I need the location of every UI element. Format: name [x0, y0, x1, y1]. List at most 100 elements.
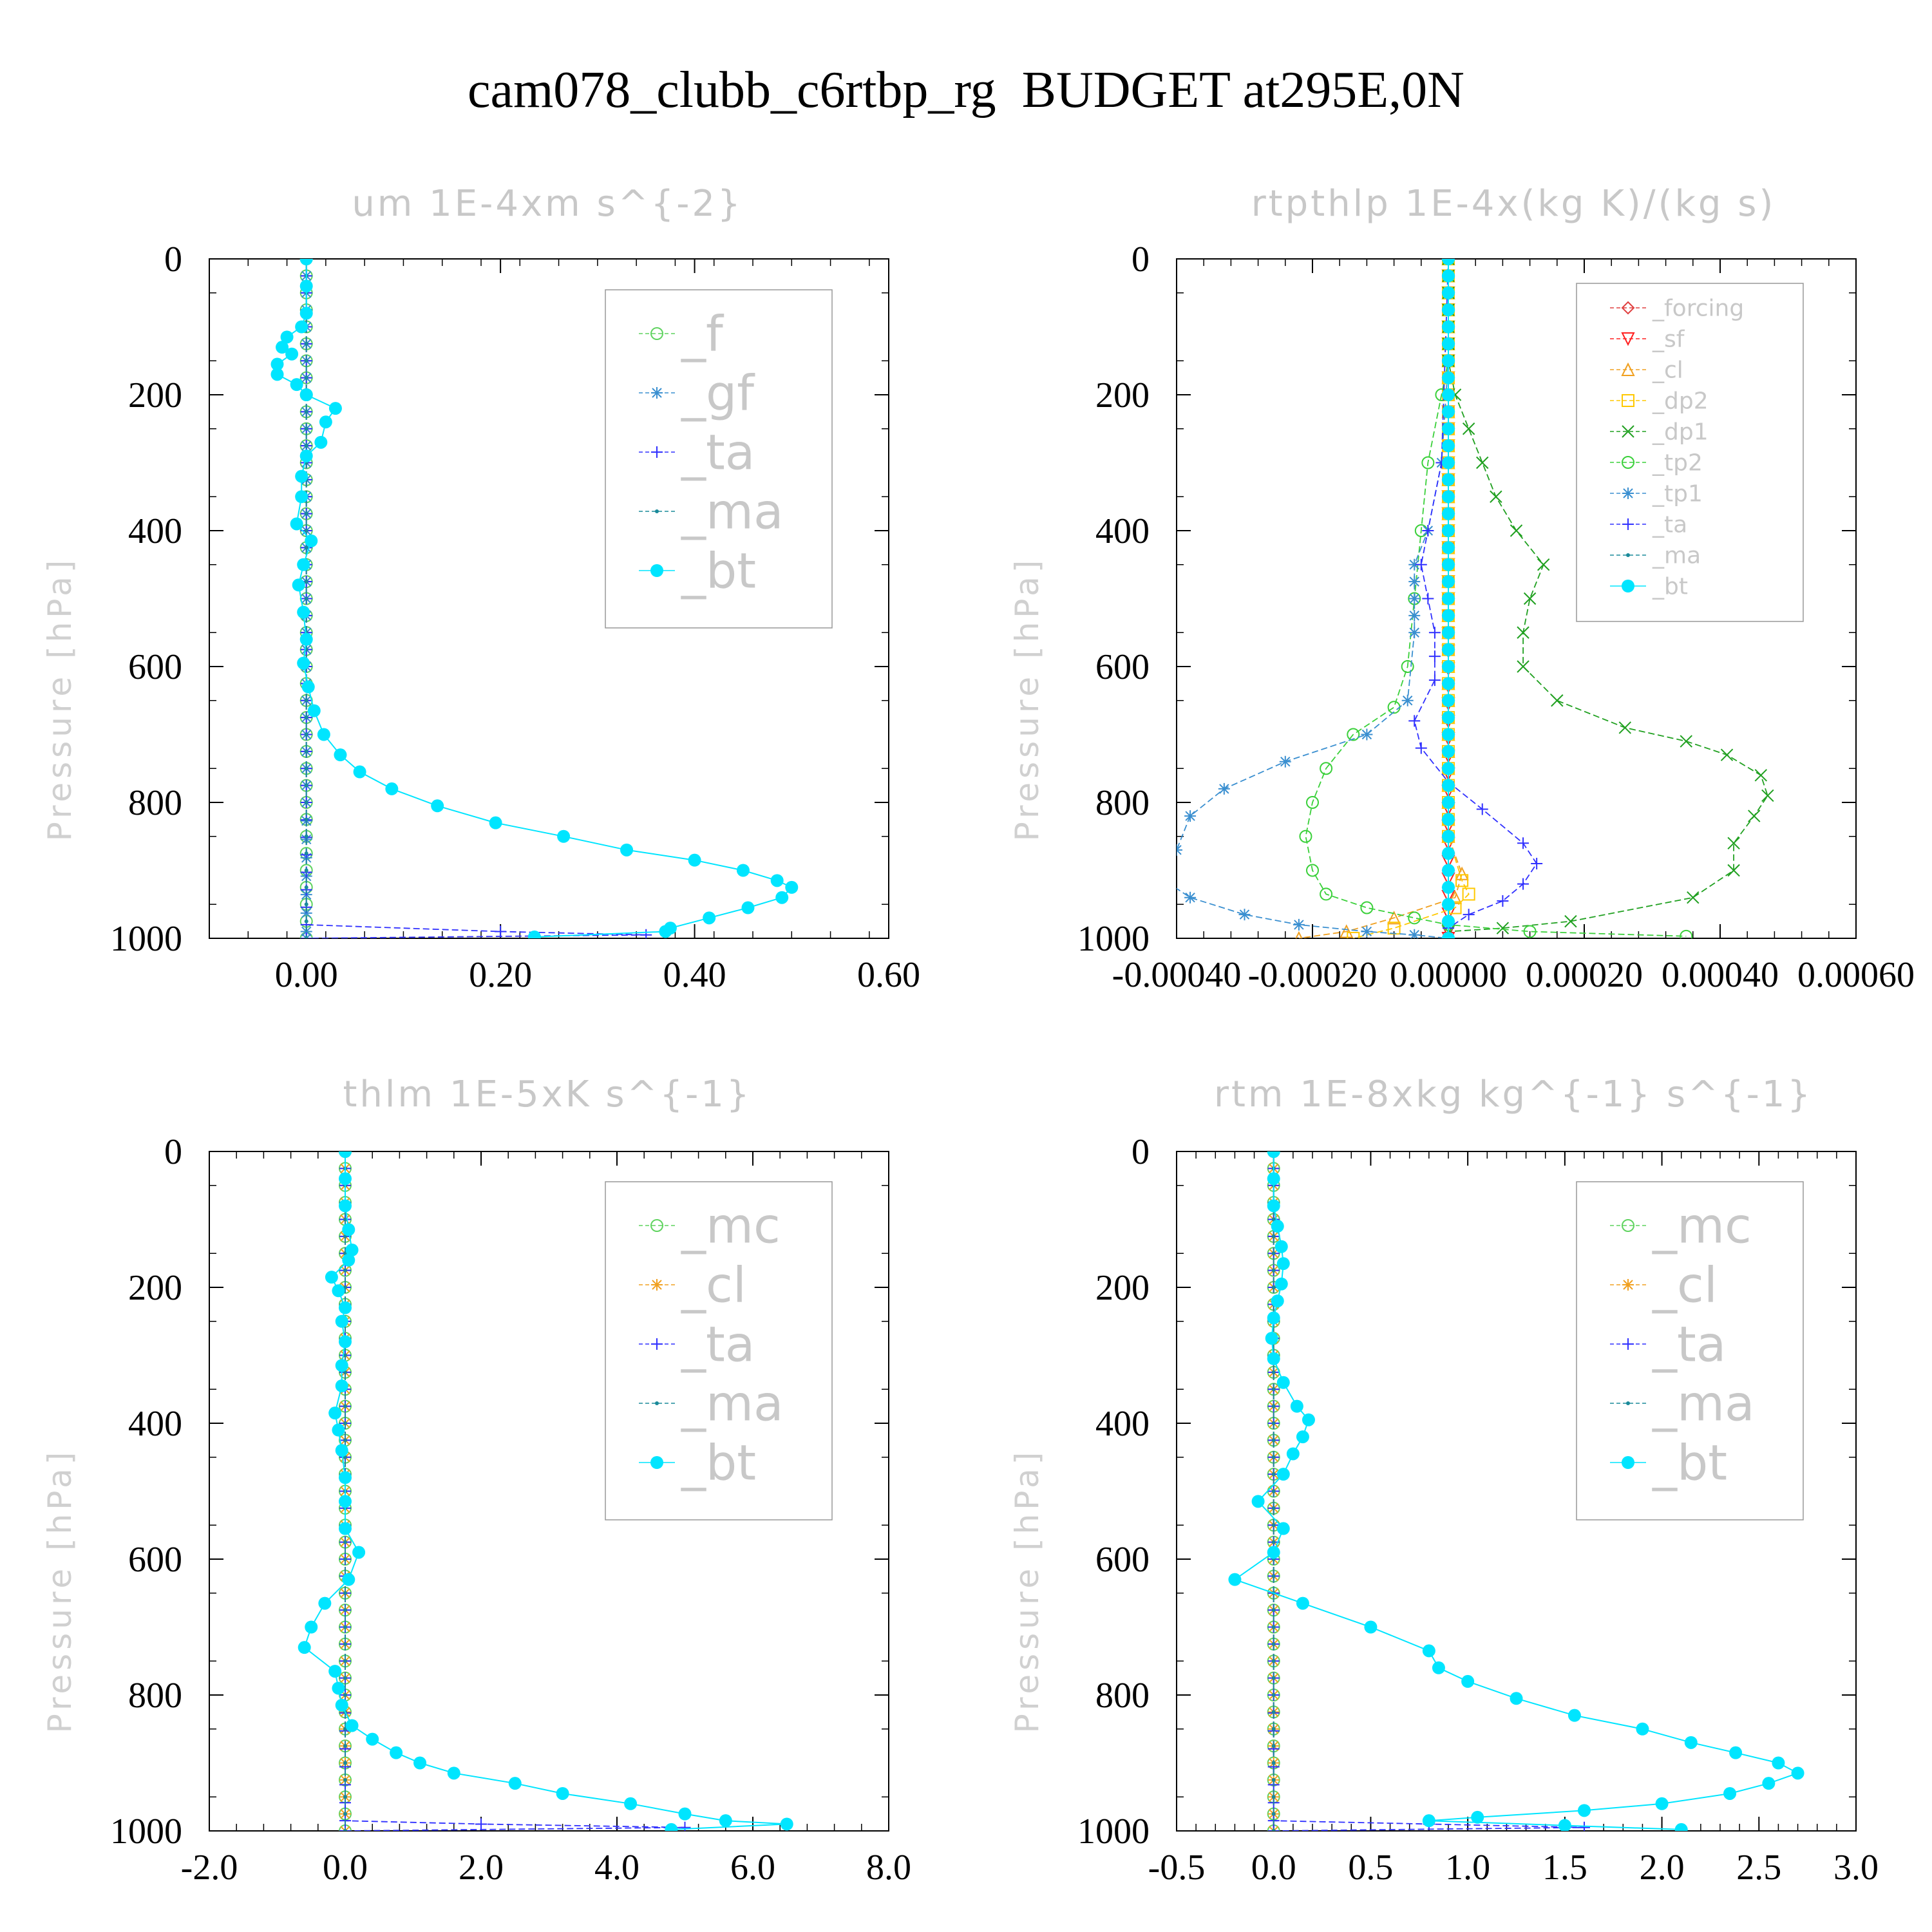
legend-label: _ma: [1652, 543, 1701, 569]
data-point: [1442, 490, 1455, 504]
data-point: [1422, 1644, 1435, 1658]
legend-marker: [1626, 553, 1630, 557]
y-tick-label: 200: [1095, 375, 1150, 415]
data-point: [1271, 1220, 1284, 1233]
data-point: [1286, 1447, 1300, 1461]
data-point: [1442, 898, 1455, 911]
data-point: [343, 1608, 347, 1613]
series-bt: [298, 1151, 793, 1831]
data-point: [1271, 1489, 1276, 1493]
legend-marker: [1622, 394, 1634, 407]
chart-title: rtpthlp 1E-4x(kg K)/(kg s): [1251, 183, 1776, 225]
data-point: [1267, 1311, 1280, 1325]
y-tick-label: 0: [164, 1132, 182, 1172]
legend-marker: [1621, 362, 1635, 376]
data-point: [339, 1199, 352, 1213]
chart-title: rtm 1E-8xkg kg^{-1} s^{-1}: [1214, 1074, 1813, 1115]
figure-title: cam078_clubb_c6rtbp_rg BUDGET at295E,0N: [468, 62, 1464, 118]
x-tick-label: -0.00020: [1248, 955, 1378, 995]
data-point: [343, 1744, 347, 1748]
data-point: [1428, 650, 1441, 663]
legend-marker: [1622, 518, 1634, 530]
data-point: [345, 1719, 359, 1732]
x-tick-label: 0.00040: [1662, 955, 1779, 995]
data-point: [1442, 405, 1455, 419]
data-point: [301, 680, 315, 694]
series-bt: [1442, 259, 1455, 938]
legend-marker: [1622, 425, 1634, 438]
x-tick-label: 2.0: [1640, 1848, 1685, 1888]
data-point: [508, 1777, 522, 1790]
y-tick-label: 1000: [110, 919, 182, 959]
data-point: [1408, 627, 1421, 639]
x-tick-label: 8.0: [866, 1848, 911, 1888]
data-point: [1748, 810, 1761, 822]
data-point: [1442, 456, 1455, 469]
data-point: [1461, 1674, 1475, 1688]
data-point: [620, 843, 634, 857]
data-point: [339, 1301, 352, 1314]
data-point: [1442, 813, 1455, 826]
series-line: [305, 259, 647, 938]
data-point: [1299, 829, 1312, 843]
data-point: [556, 1786, 569, 1800]
data-point: [1271, 1777, 1276, 1782]
series-layer: [298, 1151, 793, 1831]
y-tick-label: 600: [128, 647, 182, 687]
data-point: [1442, 507, 1455, 520]
data-point: [1567, 1709, 1581, 1722]
data-point: [1564, 914, 1577, 928]
data-point: [342, 1253, 355, 1267]
data-point: [304, 715, 308, 720]
data-point: [1537, 558, 1550, 571]
data-point: [328, 1665, 342, 1678]
legend-box: [605, 1181, 833, 1520]
data-point: [1276, 1257, 1290, 1271]
data-point: [1271, 1294, 1284, 1308]
data-point: [318, 1596, 332, 1610]
data-point: [332, 1681, 345, 1695]
data-point: [1271, 1472, 1276, 1477]
data-point: [343, 1353, 347, 1358]
data-point: [1271, 1659, 1276, 1663]
x-tick-label: 2.0: [459, 1848, 504, 1888]
data-point: [1340, 924, 1354, 938]
data-point: [295, 320, 308, 334]
data-point: [527, 930, 541, 938]
data-point: [304, 817, 308, 822]
data-point: [385, 782, 399, 795]
data-point: [1271, 1421, 1276, 1425]
data-point: [343, 1761, 347, 1765]
x-tick-label: 0.0: [1251, 1848, 1296, 1888]
series-cl: [1295, 259, 1469, 938]
data-point: [343, 1268, 347, 1273]
data-point: [1442, 269, 1455, 283]
data-point: [1279, 755, 1291, 768]
data-point: [304, 766, 308, 771]
data-point: [1727, 864, 1740, 877]
data-point: [299, 307, 313, 320]
legend-label: _bt: [681, 542, 756, 600]
series-ta: [300, 259, 652, 938]
data-point: [304, 868, 308, 873]
data-point: [1271, 1387, 1276, 1392]
data-point: [1723, 1786, 1737, 1800]
data-point: [557, 829, 571, 843]
data-point: [1442, 932, 1455, 938]
legend-marker: [1622, 456, 1634, 469]
data-point: [679, 1821, 691, 1831]
data-point: [1680, 735, 1692, 748]
data-point: [678, 1807, 692, 1821]
y-tick-label: 600: [1095, 647, 1150, 687]
legend-marker: [651, 387, 663, 399]
data-point: [1408, 911, 1421, 925]
data-point: [343, 1676, 347, 1680]
data-point: [1442, 303, 1455, 317]
x-tick-label: 6.0: [730, 1848, 775, 1888]
data-point: [352, 1546, 366, 1559]
data-point: [1296, 1430, 1309, 1444]
y-tick-label: 1000: [1077, 919, 1150, 959]
data-point: [343, 1557, 347, 1561]
data-point: [1636, 1722, 1649, 1736]
data-point: [1551, 694, 1564, 707]
